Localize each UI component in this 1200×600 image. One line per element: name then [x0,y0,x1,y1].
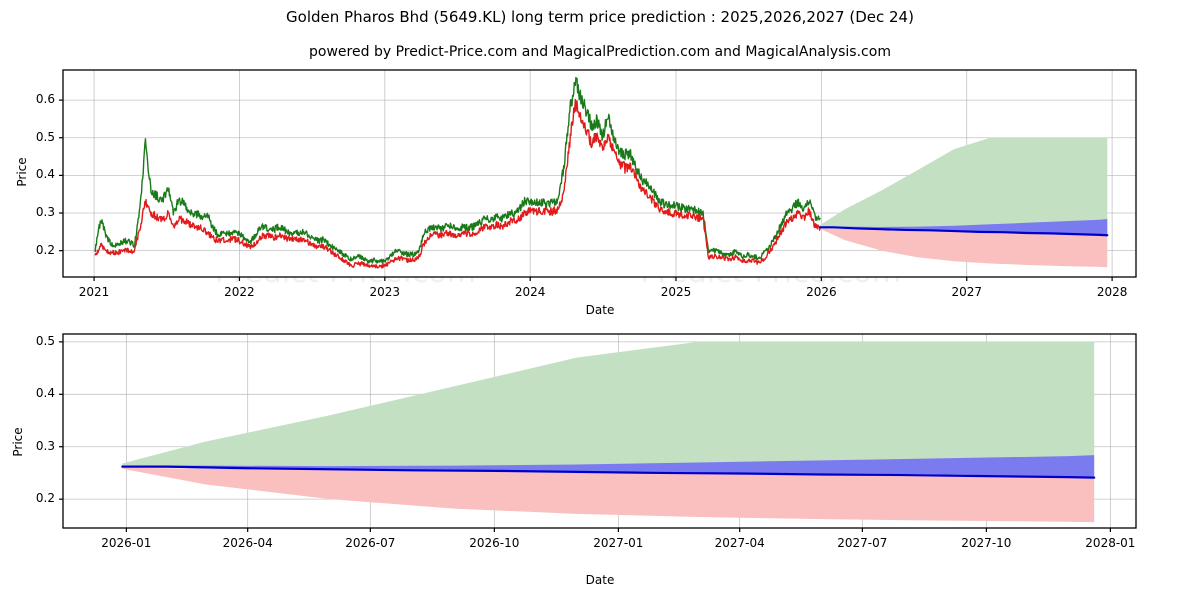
x-tick-label: 2026-01 [101,536,152,550]
series-close [121,465,1096,479]
y-tick-label: 0.4 [35,167,55,182]
x-tick-label: 2026 [806,285,837,299]
x-tick-label: 2027-07 [837,536,888,550]
y-tick-label: 0.5 [35,333,55,348]
top-chart-x-axis-label: Date [585,303,615,317]
y-tick-label: 0.3 [35,438,55,453]
x-tick-label: 2027-10 [961,536,1012,550]
top-chart-svg [59,69,1137,281]
x-tick-label: 2026-04 [222,536,273,550]
x-tick-label: 2026-07 [345,536,396,550]
band-close-range [122,455,1095,478]
x-tick-label: 2025 [660,285,692,299]
page-subtitle: powered by Predict-Price.com and Magical… [309,44,891,60]
top-chart-panel: Predict-Price.comPredict-Price.comPredic… [15,69,1137,317]
page-title: Golden Pharos Bhd (5649.KL) long term pr… [286,8,914,26]
series-close [819,226,1109,237]
x-tick-label: 2023 [369,285,401,299]
band-low-range [122,467,1095,523]
band-high-range [122,341,1095,467]
band-low-range [820,228,1108,268]
band-high-range [820,137,1108,228]
x-tick-label: 2024 [514,285,546,299]
x-tick-label: 2022 [224,285,255,299]
y-tick-label: 0.5 [35,129,55,144]
bottom-chart-x-axis-label: Date [585,573,615,587]
bottom-chart-panel: Predict-Price.comPredict-Price.com Price… [0,320,1200,600]
x-tick-label: 2027-01 [593,536,644,550]
y-tick-label: 0.2 [35,242,55,257]
x-tick-label: 2028-01 [1085,536,1136,550]
y-tick-label: 0.3 [35,205,55,220]
y-tick-label: 0.2 [35,491,55,506]
band-close-range [820,219,1108,236]
x-tick-label: 2027 [951,285,982,299]
x-tick-label: 2021 [78,285,110,299]
series-low [94,98,821,269]
x-tick-label: 2026-10 [469,536,520,550]
bottom-chart-svg [59,333,1137,532]
y-tick-label: 0.6 [35,92,55,107]
y-tick-label: 0.4 [35,386,55,401]
series-high [94,76,821,264]
x-tick-label: 2027-04 [714,536,765,550]
x-tick-label: 2028 [1096,285,1128,299]
